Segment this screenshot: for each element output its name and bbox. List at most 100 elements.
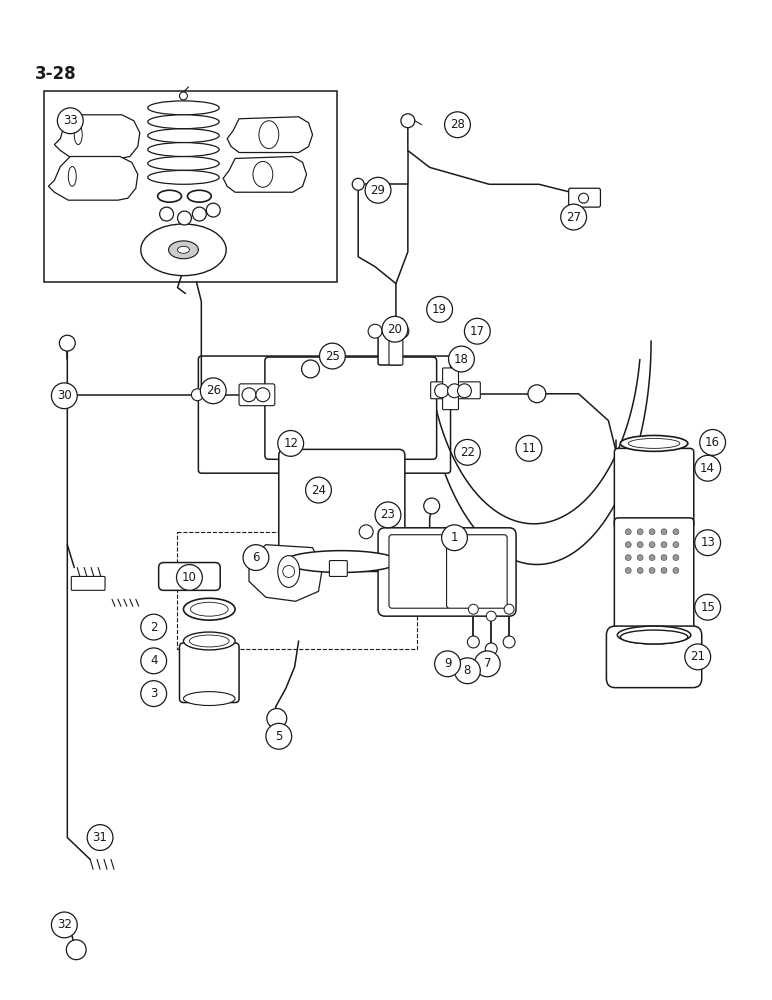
FancyBboxPatch shape (239, 384, 275, 406)
Ellipse shape (168, 241, 198, 259)
Text: 28: 28 (450, 118, 465, 131)
Circle shape (486, 643, 497, 655)
Circle shape (352, 178, 364, 190)
Ellipse shape (189, 635, 229, 647)
Circle shape (673, 529, 679, 535)
Text: 5: 5 (275, 730, 283, 743)
Text: 10: 10 (182, 571, 197, 584)
Circle shape (382, 316, 408, 342)
Text: 31: 31 (93, 831, 107, 844)
Circle shape (206, 203, 220, 217)
Circle shape (673, 555, 679, 561)
FancyBboxPatch shape (198, 356, 451, 473)
Text: 20: 20 (388, 323, 402, 336)
Circle shape (673, 542, 679, 548)
Text: 19: 19 (432, 303, 447, 316)
Circle shape (455, 439, 480, 465)
Circle shape (395, 324, 409, 338)
Circle shape (266, 723, 292, 749)
Circle shape (504, 604, 514, 614)
Text: 13: 13 (700, 536, 715, 549)
Circle shape (383, 324, 397, 338)
Circle shape (469, 604, 479, 614)
Circle shape (180, 92, 188, 100)
Circle shape (637, 568, 643, 573)
Text: 3-28: 3-28 (35, 65, 76, 83)
Bar (177, 532, 417, 649)
Circle shape (625, 555, 631, 561)
Circle shape (637, 542, 643, 548)
Circle shape (278, 431, 303, 456)
Circle shape (699, 430, 726, 455)
Text: 6: 6 (252, 551, 259, 564)
FancyBboxPatch shape (431, 382, 480, 399)
FancyBboxPatch shape (71, 576, 105, 590)
Circle shape (141, 614, 167, 640)
Circle shape (637, 555, 643, 561)
Circle shape (178, 211, 191, 225)
FancyBboxPatch shape (265, 357, 437, 459)
Text: 32: 32 (57, 918, 72, 931)
Ellipse shape (184, 598, 235, 620)
Circle shape (649, 542, 655, 548)
Text: 15: 15 (700, 601, 715, 614)
Circle shape (448, 384, 462, 398)
Circle shape (516, 435, 542, 461)
Circle shape (435, 384, 449, 398)
Circle shape (503, 636, 515, 648)
Circle shape (649, 568, 655, 573)
Circle shape (649, 529, 655, 535)
Text: 25: 25 (325, 350, 340, 363)
Circle shape (192, 207, 206, 221)
Ellipse shape (618, 626, 691, 644)
Text: 4: 4 (150, 654, 157, 667)
Circle shape (141, 648, 167, 674)
Circle shape (57, 108, 83, 134)
FancyBboxPatch shape (159, 563, 220, 590)
FancyBboxPatch shape (330, 561, 347, 576)
Circle shape (243, 545, 269, 570)
Text: 1: 1 (451, 531, 459, 544)
FancyBboxPatch shape (389, 318, 403, 365)
Circle shape (401, 114, 415, 128)
Text: 18: 18 (454, 353, 469, 366)
Circle shape (560, 204, 587, 230)
Circle shape (242, 388, 256, 402)
Circle shape (141, 681, 167, 707)
Ellipse shape (147, 143, 219, 156)
FancyBboxPatch shape (442, 368, 459, 410)
Circle shape (267, 708, 286, 728)
Ellipse shape (184, 692, 235, 706)
Circle shape (87, 825, 113, 850)
Circle shape (306, 477, 331, 503)
Polygon shape (54, 115, 140, 158)
FancyBboxPatch shape (615, 518, 694, 640)
Circle shape (661, 568, 667, 573)
Ellipse shape (68, 166, 76, 186)
Text: 8: 8 (464, 664, 471, 677)
Circle shape (427, 296, 452, 322)
Text: 2: 2 (150, 621, 157, 634)
Ellipse shape (184, 632, 235, 650)
Text: 21: 21 (690, 650, 706, 663)
Circle shape (695, 530, 720, 556)
Text: 3: 3 (150, 687, 157, 700)
Text: 24: 24 (311, 484, 326, 497)
Circle shape (661, 542, 667, 548)
Circle shape (695, 594, 720, 620)
Circle shape (368, 324, 382, 338)
Circle shape (528, 385, 546, 403)
Circle shape (445, 112, 470, 138)
Circle shape (302, 360, 320, 378)
Text: 33: 33 (63, 114, 78, 127)
FancyBboxPatch shape (569, 188, 601, 207)
Circle shape (160, 207, 174, 221)
Ellipse shape (253, 161, 273, 187)
Circle shape (449, 346, 474, 372)
FancyBboxPatch shape (606, 626, 702, 688)
Ellipse shape (284, 551, 398, 572)
Circle shape (52, 383, 77, 409)
Text: 9: 9 (444, 657, 452, 670)
FancyBboxPatch shape (180, 643, 239, 703)
Text: 11: 11 (521, 442, 537, 455)
